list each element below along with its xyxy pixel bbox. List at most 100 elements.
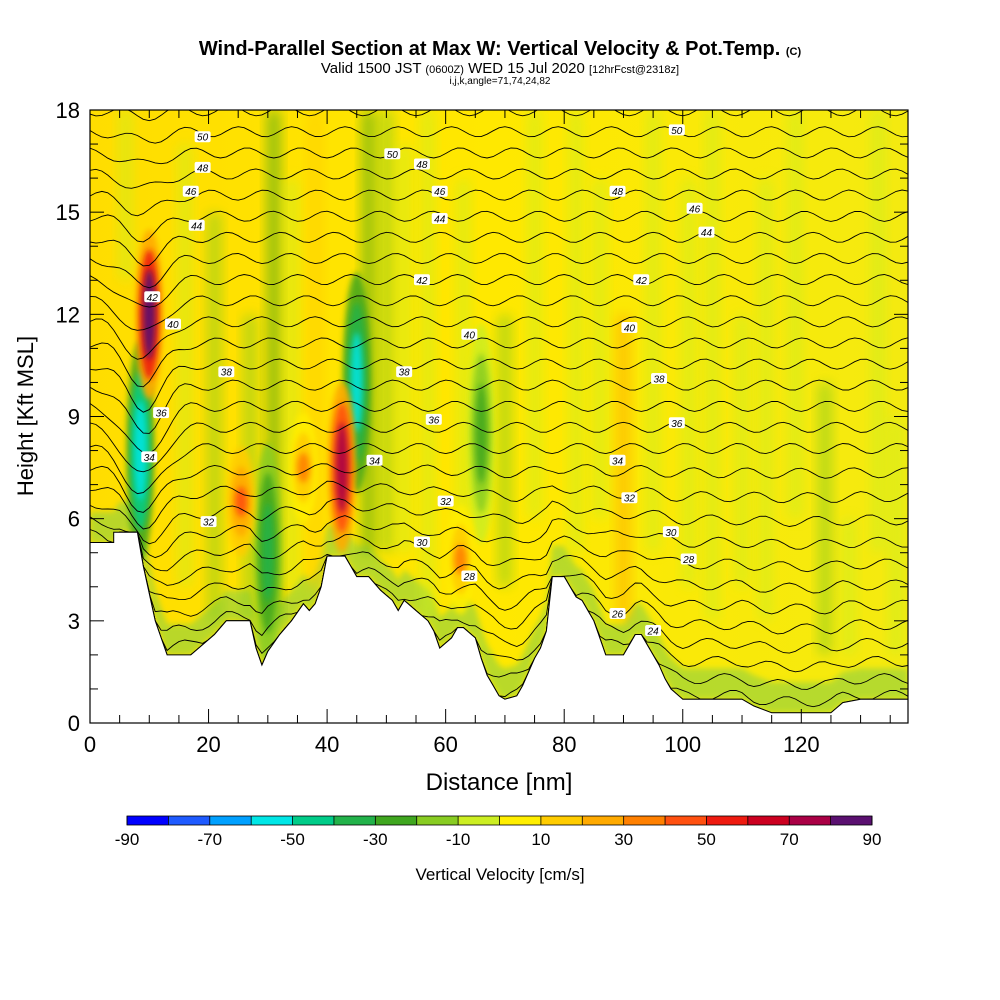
theta-contour-42 [90, 295, 908, 331]
colorbar-tick-7: 50 [697, 830, 716, 849]
contour-label-27: 32 [200, 516, 217, 529]
svg-text:30: 30 [665, 528, 677, 539]
contour-label-11: 44 [698, 226, 715, 239]
field-streak-11 [456, 178, 471, 519]
colorbar-tick-0: -90 [115, 830, 140, 849]
contour-label-21: 36 [153, 407, 170, 420]
field-streak-0 [118, 110, 133, 281]
colorbar-swatch-10 [540, 816, 583, 825]
contour-label-35: 24 [645, 625, 662, 638]
theta-contour-30 [90, 529, 908, 573]
colorbar-swatch-15 [747, 816, 790, 825]
contour-label-32: 28 [461, 570, 478, 583]
contour-label-28: 32 [437, 495, 454, 508]
svg-text:32: 32 [624, 494, 636, 505]
colorbar-swatch-6 [375, 816, 418, 825]
updraft-core-4-2 [454, 544, 467, 575]
plot-area: 50 50 50 48 48 48 46 46 46 44 44 44 42 42 42 40 40 40 38 38… [90, 110, 908, 723]
svg-text:40: 40 [624, 323, 636, 334]
field-streak-24 [841, 518, 856, 655]
colorbar-tick-9: 90 [863, 830, 882, 849]
svg-text:48: 48 [197, 163, 209, 174]
contour-label-6: 46 [182, 185, 199, 198]
theta-contour-41 [90, 316, 908, 360]
svg-text:38: 38 [399, 368, 411, 379]
svg-text:40: 40 [167, 320, 179, 331]
contour-label-20: 38 [651, 373, 668, 386]
field-streak-19 [705, 110, 720, 621]
contour-label-33: 28 [680, 553, 697, 566]
valid-time: Valid 1500 JST [320, 60, 422, 77]
field-streak-10 [420, 110, 435, 621]
svg-text:50: 50 [387, 150, 399, 161]
svg-text:30: 30 [416, 538, 428, 549]
contour-label-7: 46 [431, 185, 448, 198]
colorbar-tick-6: 30 [614, 830, 633, 849]
contour-label-4: 48 [413, 158, 430, 171]
field-streak-18 [681, 178, 696, 587]
svg-text:46: 46 [185, 187, 197, 198]
colorbar-swatch-16 [789, 816, 832, 825]
theta-contour-46 [90, 210, 908, 243]
colorbar-swatch-2 [209, 816, 252, 825]
field-streak-25 [871, 110, 886, 553]
theta-contour-31 [90, 515, 908, 559]
contour-label-15: 40 [164, 318, 181, 331]
field-streak-14 [569, 110, 584, 553]
svg-text:42: 42 [636, 276, 648, 287]
svg-text:34: 34 [369, 456, 381, 467]
theta-contour-33 [90, 480, 908, 530]
y-tick-5: 15 [56, 200, 80, 225]
theta-contour-40 [90, 337, 908, 388]
colorbar-swatch-5 [333, 816, 376, 825]
x-tick-2: 40 [315, 732, 339, 757]
svg-text:44: 44 [191, 221, 203, 232]
contour-labels: 50 50 50 48 48 48 46 46 46 44 44 44 42 42 42 40 40 40 38 38… [141, 124, 715, 638]
svg-text:42: 42 [416, 276, 428, 287]
colorbar-swatch-7 [416, 816, 459, 825]
theta-contour-26 [90, 531, 908, 654]
colorbar-swatch-9 [499, 816, 542, 825]
contour-label-9: 44 [188, 219, 205, 232]
colorbar-swatch-1 [168, 816, 211, 825]
svg-text:42: 42 [147, 293, 159, 304]
svg-text:26: 26 [611, 610, 624, 621]
terrain [90, 531, 908, 723]
theta-contour-36 [90, 421, 908, 473]
field-streak-26 [889, 416, 904, 655]
contour-label-30: 30 [413, 536, 430, 549]
svg-text:46: 46 [434, 187, 446, 198]
svg-text:36: 36 [156, 409, 168, 420]
colorbar-swatch-14 [706, 816, 749, 825]
field-streak-8 [379, 110, 394, 553]
y-tick-1: 3 [68, 609, 80, 634]
valid-zulu: (0600Z) [425, 64, 464, 76]
contour-label-14: 42 [633, 274, 650, 287]
x-tick-6: 120 [783, 732, 820, 757]
contour-label-31: 30 [662, 526, 679, 539]
theta-contour-37 [90, 400, 908, 454]
field-streak-20 [735, 314, 750, 587]
contour-label-12: 42 [144, 291, 161, 304]
theta-contour-49 [90, 147, 908, 165]
x-tick-3: 60 [433, 732, 457, 757]
theta-contour-28 [90, 531, 908, 615]
theta-contour-43 [90, 274, 908, 308]
contour-label-13: 42 [413, 274, 430, 287]
svg-text:44: 44 [701, 228, 713, 239]
contour-label-3: 48 [194, 161, 211, 174]
colorbar-swatch-4 [292, 816, 335, 825]
contour-label-19: 38 [396, 366, 413, 379]
y-axis-label: Height [Kft MSL] [13, 336, 38, 496]
x-tick-1: 20 [196, 732, 220, 757]
svg-text:28: 28 [463, 572, 476, 583]
svg-text:32: 32 [440, 497, 452, 508]
y-tick-0: 0 [68, 711, 80, 736]
theta-contour-29 [90, 531, 908, 594]
title-main: Wind-Parallel Section at Max W: Vertical… [198, 38, 781, 60]
grid-indices: i,j,k,angle=71,74,24,82 [449, 76, 551, 87]
downdraft-core-1-2 [350, 332, 363, 433]
colorbar-label: Vertical Velocity [cm/s] [415, 865, 584, 884]
